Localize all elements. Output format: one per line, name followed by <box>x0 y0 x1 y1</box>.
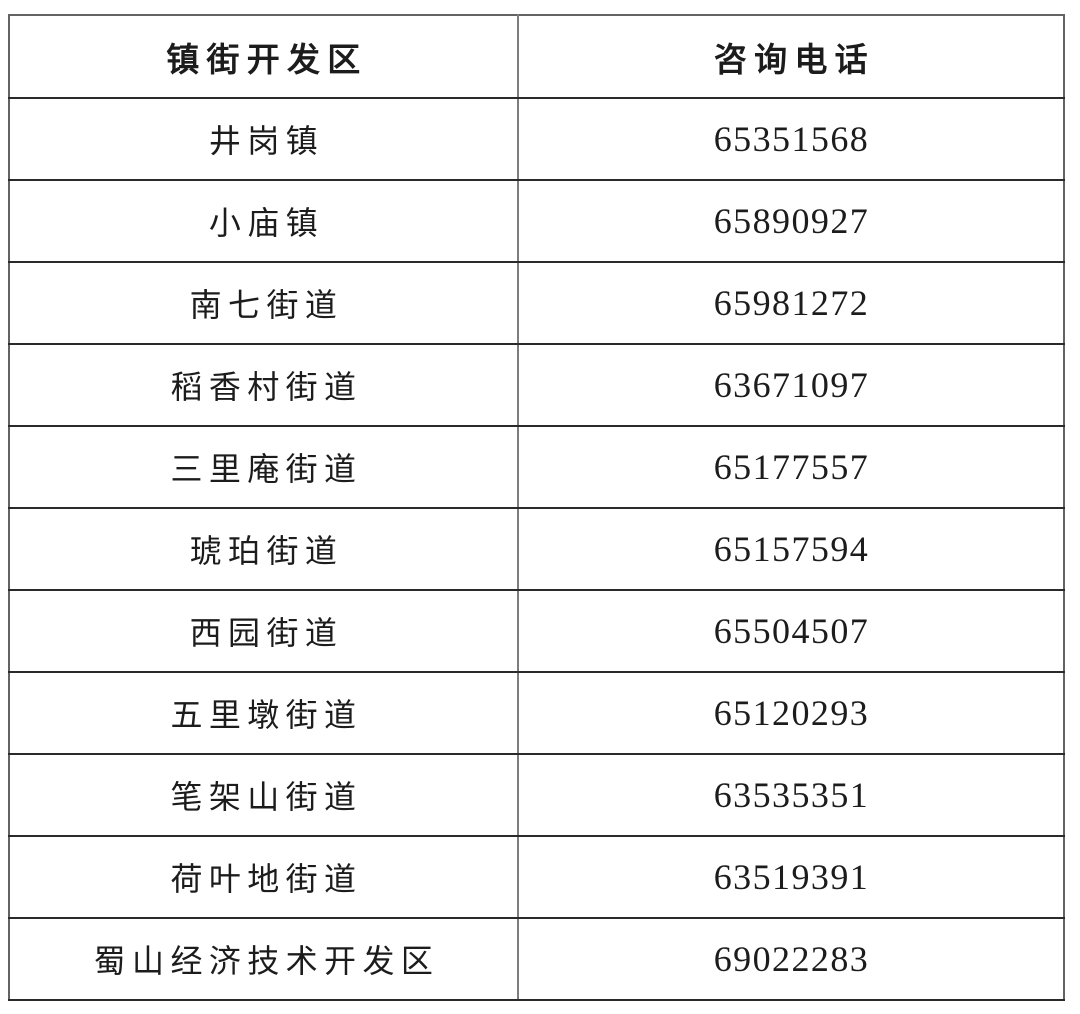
table-row: 南七街道 65981272 <box>9 262 1064 345</box>
district-cell: 荷叶地街道 <box>9 836 519 919</box>
district-cell: 井岗镇 <box>9 98 519 181</box>
district-cell: 小庙镇 <box>9 180 519 263</box>
district-cell: 西园街道 <box>9 590 519 673</box>
table-row: 稻香村街道 63671097 <box>9 344 1064 427</box>
district-cell: 五里墩街道 <box>9 672 519 755</box>
phone-cell: 63535351 <box>517 754 1064 837</box>
district-cell: 笔架山街道 <box>9 754 519 837</box>
phone-cell: 65157594 <box>517 508 1064 591</box>
table-row: 小庙镇 65890927 <box>9 180 1064 263</box>
phone-directory-table-container: 镇街开发区 咨询电话 井岗镇 65351568 小庙镇 65890927 南七街… <box>8 14 1065 1001</box>
table-row: 荷叶地街道 63519391 <box>9 836 1064 919</box>
table-row: 笔架山街道 63535351 <box>9 754 1064 837</box>
column-header-district: 镇街开发区 <box>9 15 519 99</box>
phone-directory-table: 镇街开发区 咨询电话 井岗镇 65351568 小庙镇 65890927 南七街… <box>8 14 1065 1001</box>
district-cell: 三里庵街道 <box>9 426 519 509</box>
district-cell: 琥珀街道 <box>9 508 519 591</box>
district-cell: 蜀山经济技术开发区 <box>9 918 519 1001</box>
table-row: 三里庵街道 65177557 <box>9 426 1064 509</box>
phone-cell: 63671097 <box>517 344 1064 427</box>
table-row: 蜀山经济技术开发区 69022283 <box>9 918 1064 1001</box>
phone-cell: 63519391 <box>517 836 1064 919</box>
district-cell: 南七街道 <box>9 262 519 345</box>
phone-cell: 65177557 <box>517 426 1064 509</box>
phone-cell: 65504507 <box>517 590 1064 673</box>
table-row: 五里墩街道 65120293 <box>9 672 1064 755</box>
table-header-row: 镇街开发区 咨询电话 <box>9 15 1064 99</box>
table-row: 西园街道 65504507 <box>9 590 1064 673</box>
phone-cell: 65351568 <box>517 98 1064 181</box>
phone-cell: 65120293 <box>517 672 1064 755</box>
table-row: 井岗镇 65351568 <box>9 98 1064 181</box>
table-row: 琥珀街道 65157594 <box>9 508 1064 591</box>
district-cell: 稻香村街道 <box>9 344 519 427</box>
phone-cell: 65890927 <box>517 180 1064 263</box>
phone-cell: 65981272 <box>517 262 1064 345</box>
phone-cell: 69022283 <box>517 918 1064 1001</box>
column-header-phone: 咨询电话 <box>517 15 1064 99</box>
